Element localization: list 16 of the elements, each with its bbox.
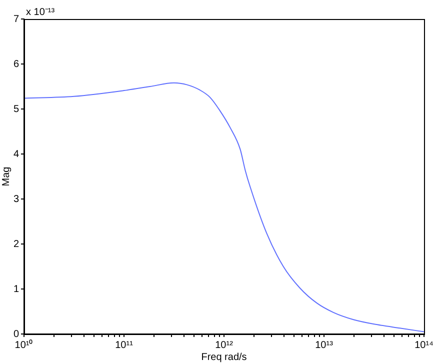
- x-tick-label: 10¹⁴: [414, 340, 434, 351]
- y-axis-title: Mag: [0, 166, 12, 186]
- text: x 10⁻¹³: [26, 6, 56, 18]
- y-tick-label: 4: [13, 148, 20, 160]
- y-tick-label: 3: [13, 194, 20, 205]
- x-axis-title: Freq rad/s: [201, 352, 247, 363]
- x-tick-label: 10¹²: [215, 340, 234, 351]
- x-tick-label: 10¹¹: [115, 340, 134, 351]
- y-tick-label: 7: [13, 14, 20, 25]
- x-tick-label: 10¹³: [315, 340, 334, 351]
- y-tick-label: 0: [13, 328, 20, 340]
- y-tick-label: 2: [13, 238, 20, 250]
- x-tick-label: 10¹⁰: [14, 338, 34, 351]
- y-tick-label: 6: [13, 58, 20, 70]
- y-tick-label: 1: [13, 284, 20, 295]
- y-tick-label: 5: [13, 104, 20, 115]
